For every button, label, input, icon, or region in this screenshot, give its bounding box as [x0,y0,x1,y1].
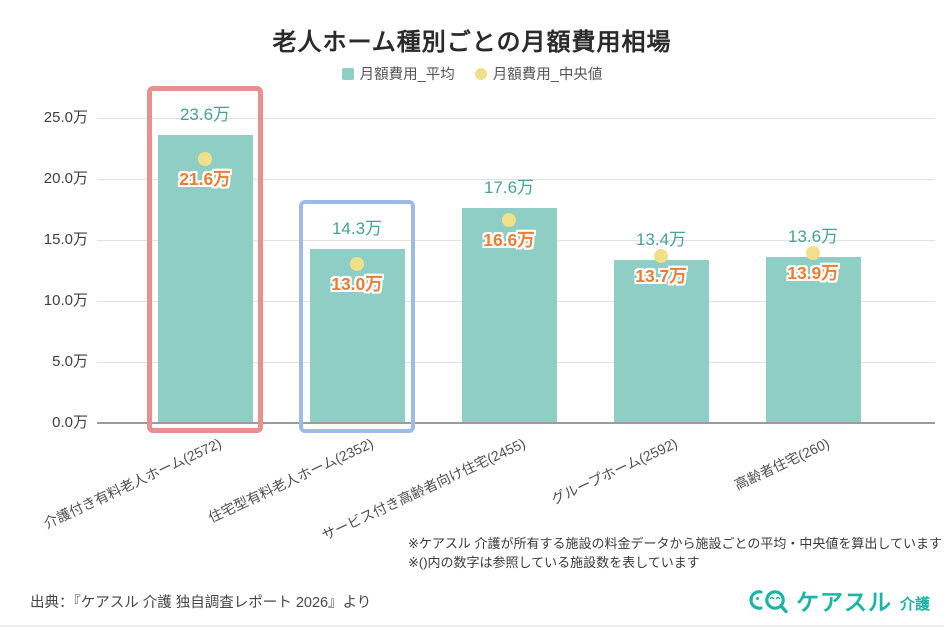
bar [309,248,405,423]
footnote-line-1: ※ケアスル 介護が所有する施設の料金データから施設ごとの平均・中央値を算出してい… [408,536,942,551]
chart-title: 老人ホーム種別ごとの月額費用相場 [272,29,672,56]
brand-logo: ケアスル 介護 [744,583,930,617]
y-tick-label: 0.0万 [52,414,88,431]
average-value-label: 13.6万 [787,227,839,247]
average-swatch-icon [341,67,354,80]
footnote-line-2: ※()内の数字は参照している施設数を表しています [408,555,700,570]
y-tick-label: 20.0万 [43,170,88,187]
median-dot [198,152,212,167]
median-swatch-icon [474,67,487,80]
median-value-label: 13.7万 [635,265,687,286]
average-value-label: 14.3万 [331,218,383,238]
median-value-label: 13.9万 [787,263,839,284]
bar [765,257,861,423]
bar [613,259,709,423]
median-value-label: 21.6万 [179,169,231,190]
average-value-label: 13.4万 [635,229,687,249]
y-tick-label: 25.0万 [43,109,88,126]
median-dot [350,257,364,272]
x-axis-line [97,422,935,424]
legend-average-label: 月額費用_平均 [359,67,455,83]
gridline [97,118,935,119]
brand-logo-icon [749,590,788,614]
median-dot [502,213,516,228]
brand-logo-text: ケアスル [795,589,892,615]
highlight-box [147,86,263,433]
average-value-label: 17.6万 [483,178,535,198]
median-dot [806,246,820,261]
y-tick-label: 5.0万 [52,353,88,370]
legend-median-label: 月額費用_中央値 [492,67,603,83]
y-tick-label: 15.0万 [43,231,88,248]
footnotes: ※ケアスル 介護が所有する施設の料金データから施設ごとの平均・中央値を算出してい… [408,534,942,572]
highlight-box [299,199,415,433]
median-value-label: 13.0万 [331,274,383,295]
bar [157,135,253,423]
source-citation: 出典：『ケアスル 介護 独自調査レポート 2026』より [30,595,372,611]
median-dot [654,248,668,263]
median-value-label: 16.6万 [483,230,535,251]
brand-logo-suffix: 介護 [899,595,930,613]
chart-legend: 月額費用_平均 月額費用_中央値 [0,63,944,84]
x-tick-label: 住宅型有料老人ホーム(2352) [205,435,376,526]
legend-item-average: 月額費用_平均 [341,63,455,84]
y-tick-label: 10.0万 [43,292,88,309]
gridline [97,179,935,180]
bar [461,208,557,423]
average-value-label: 23.6万 [179,105,231,125]
legend-item-median: 月額費用_中央値 [474,63,603,84]
